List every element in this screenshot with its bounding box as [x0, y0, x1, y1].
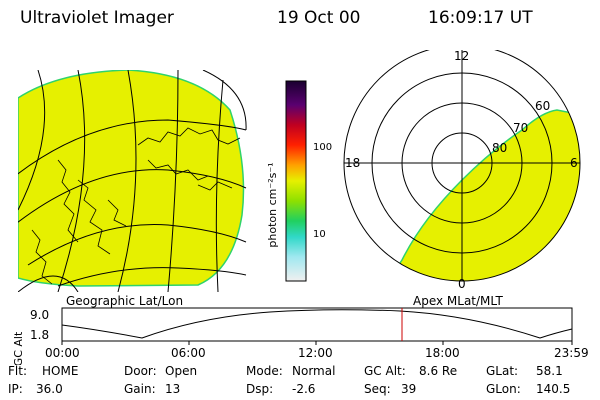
- mlt-label-0: 0: [458, 277, 466, 290]
- dsp-value: -2.6: [292, 382, 316, 396]
- longitude-meridian: [117, 70, 137, 292]
- glat-value: 58.1: [536, 364, 563, 378]
- colorbar-tick-10: 10: [313, 229, 326, 240]
- mlat-label-70: 70: [513, 121, 528, 135]
- altitude-curve: [61, 309, 573, 339]
- flt-label: Flt:: [8, 364, 27, 378]
- ip-value: 36.0: [36, 382, 63, 396]
- door-value: Open: [165, 364, 198, 378]
- geographic-map: [18, 70, 247, 292]
- gain-value: 13: [165, 382, 181, 396]
- flt-value: HOME: [42, 364, 79, 378]
- geographic-emission-region: [18, 70, 245, 287]
- mlt-label-12: 12: [454, 50, 469, 63]
- glon-value: 140.5: [536, 382, 571, 396]
- seq-label: Seq:: [364, 382, 391, 396]
- gcalt-value: 8.6 Re: [419, 364, 458, 378]
- gcalt-label: GC Alt:: [364, 364, 406, 378]
- date-label: 19 Oct 00: [277, 8, 361, 28]
- door-label: Door:: [124, 364, 157, 378]
- right-panel-caption: Apex MLat/MLT: [413, 294, 503, 308]
- colorbar: [285, 80, 307, 282]
- limb-arc: [202, 70, 247, 131]
- dsp-label: Dsp:: [246, 382, 274, 396]
- xtick-1800: 18:00: [425, 346, 460, 360]
- altitude-ymin: 1.8: [30, 328, 49, 342]
- instrument-title: Ultraviolet Imager: [20, 8, 174, 28]
- gain-label: Gain:: [124, 382, 156, 396]
- colorbar-tick-100: 100: [313, 142, 333, 153]
- latitude-circle: [18, 169, 247, 223]
- apex-polar-plot: 12 18 6 0 60 70 80: [343, 50, 581, 290]
- glat-label: GLat:: [486, 364, 519, 378]
- latitude-circle: [27, 224, 247, 266]
- latitude-circle: [57, 267, 247, 287]
- xtick-0000: 00:00: [45, 346, 80, 360]
- altitude-ymax: 9.0: [30, 308, 49, 322]
- seq-value: 39: [401, 382, 417, 396]
- altitude-plot-frame: [61, 307, 573, 342]
- latitude-circle: [18, 119, 247, 175]
- altitude-plot: GC Alt 9.0 1.8: [12, 307, 573, 365]
- altitude-xticks: [61, 341, 573, 345]
- longitude-meridian: [215, 79, 224, 292]
- left-panel-caption: Geographic Lat/Lon: [66, 294, 184, 308]
- polar-emission-region: [380, 109, 580, 281]
- mlt-label-6: 6: [570, 156, 578, 170]
- mlat-label-60: 60: [535, 99, 550, 113]
- glon-label: GLon:: [486, 382, 521, 396]
- mode-value: Normal: [292, 364, 336, 378]
- ip-label: IP:: [8, 382, 23, 396]
- longitude-meridian: [57, 70, 86, 292]
- limb-arc: [18, 275, 79, 292]
- svg-text:photon cm⁻²s⁻¹: photon cm⁻²s⁻¹: [266, 162, 279, 247]
- coastlines: [31, 127, 241, 285]
- xtick-2359: 23:59: [554, 346, 589, 360]
- altitude-ylabel: GC Alt: [12, 331, 25, 365]
- xtick-0600: 06:00: [171, 346, 206, 360]
- mlat-label-80: 80: [492, 141, 507, 155]
- longitude-meridian: [18, 70, 46, 211]
- mode-label: Mode:: [246, 364, 283, 378]
- time-label: 16:09:17 UT: [428, 8, 533, 28]
- colorbar-label: photon cm⁻²s⁻¹: [266, 162, 279, 247]
- xtick-1200: 12:00: [298, 346, 333, 360]
- longitude-meridian: [167, 70, 179, 292]
- mlt-label-18: 18: [345, 156, 360, 170]
